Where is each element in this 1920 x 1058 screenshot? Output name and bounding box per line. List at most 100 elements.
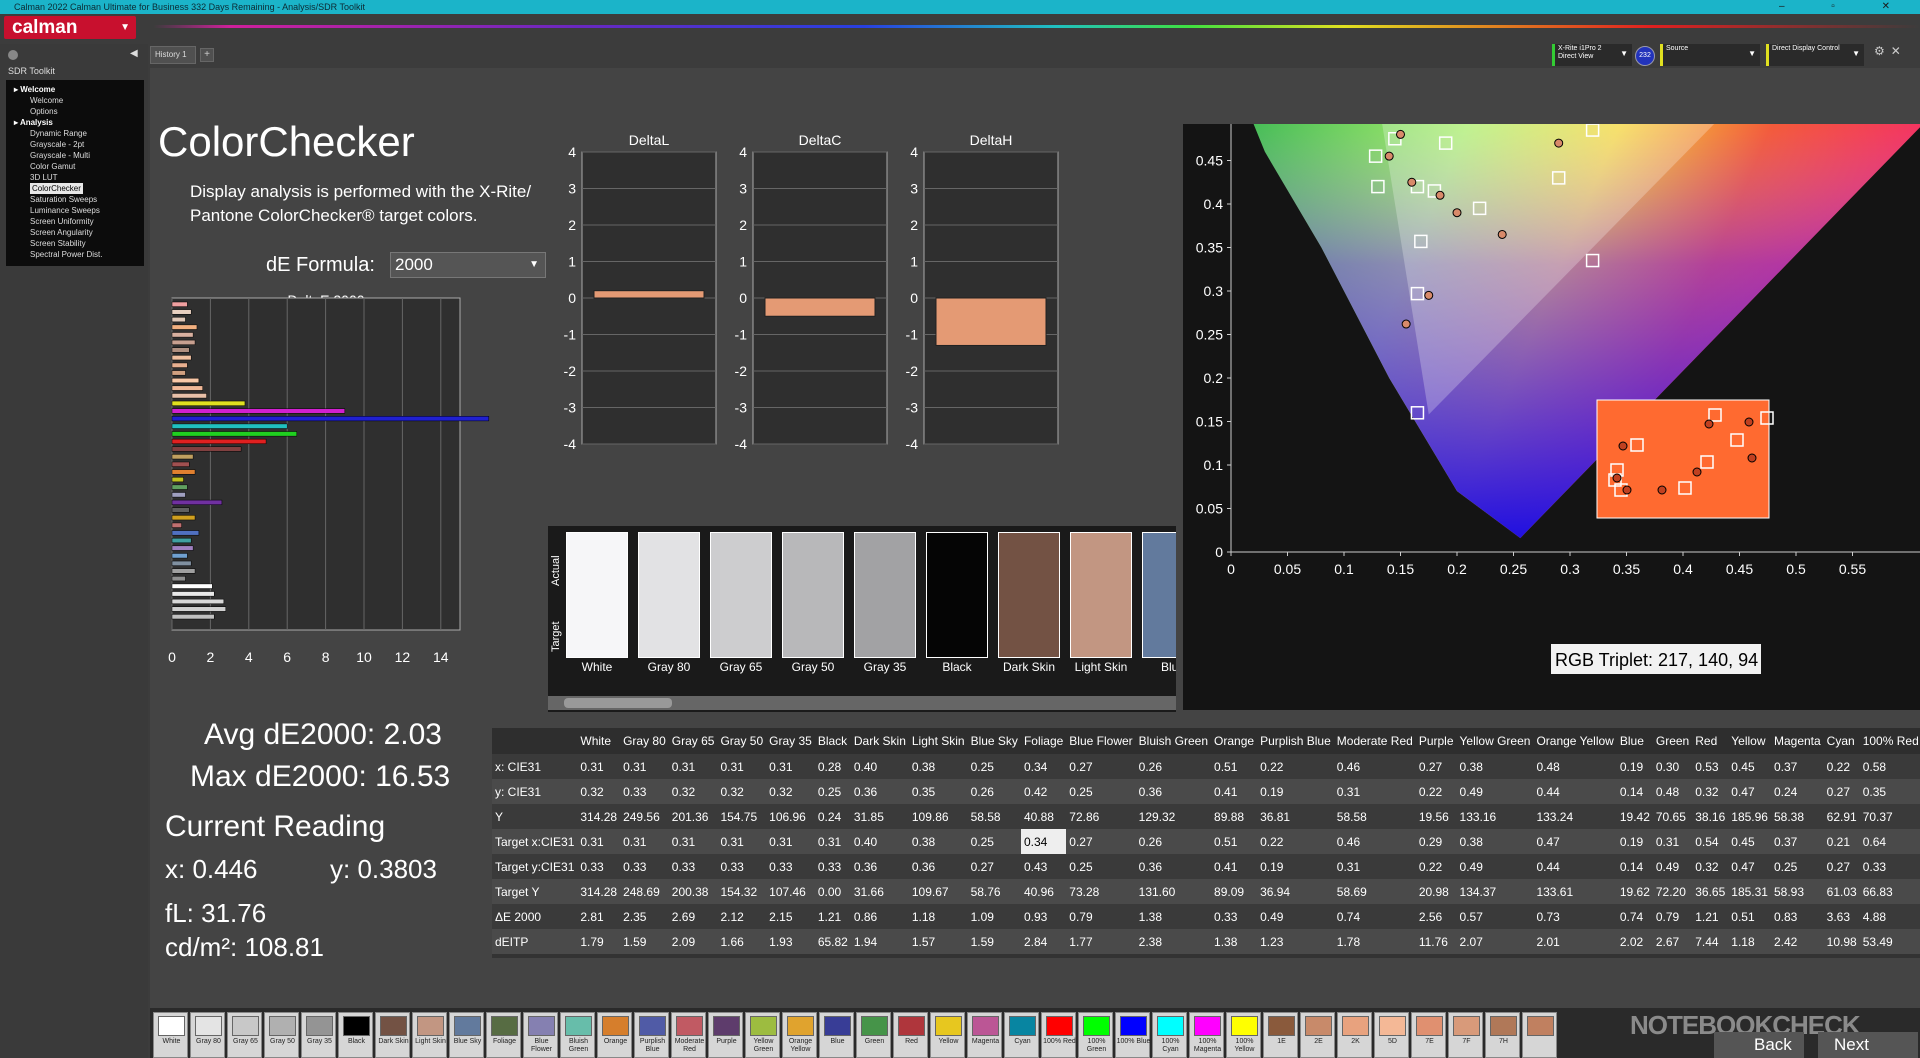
table-cell[interactable]: 133.61 bbox=[1536, 884, 1574, 899]
table-cell[interactable]: 0.24 bbox=[817, 809, 842, 824]
table-cell[interactable]: 0.22 bbox=[1260, 759, 1284, 774]
table-cell[interactable]: 70.65 bbox=[1655, 809, 1686, 824]
close-icon[interactable]: ✕ bbox=[1890, 44, 1907, 58]
scrollbar-thumb[interactable] bbox=[564, 698, 672, 708]
table-cell[interactable]: 0.25 bbox=[1069, 859, 1093, 874]
table-cell[interactable]: 36.94 bbox=[1260, 884, 1291, 899]
table-cell[interactable]: 0.93 bbox=[1023, 909, 1048, 924]
table-cell[interactable]: 0.47 bbox=[1536, 834, 1560, 849]
table-cell[interactable]: 0.37 bbox=[1773, 759, 1798, 774]
tree-item[interactable]: Color Gamut bbox=[14, 161, 144, 172]
swatch-button[interactable]: Dark Skin bbox=[375, 1012, 410, 1058]
table-cell[interactable]: 40.88 bbox=[1023, 809, 1054, 824]
table-cell[interactable]: 1.59 bbox=[970, 934, 994, 949]
table-cell[interactable]: 109.86 bbox=[911, 809, 949, 824]
table-cell[interactable]: 0.79 bbox=[1655, 909, 1680, 924]
table-cell[interactable]: 0.32 bbox=[1695, 859, 1719, 874]
table-cell[interactable]: 1.21 bbox=[817, 909, 842, 924]
tree-item[interactable]: 3D LUT bbox=[14, 172, 144, 183]
swatch-button[interactable]: 100% Blue bbox=[1115, 1012, 1150, 1058]
table-cell[interactable]: 2.42 bbox=[1773, 934, 1798, 949]
table-cell[interactable]: 0.14 bbox=[1619, 784, 1644, 799]
swatch-button[interactable]: 5D bbox=[1374, 1012, 1409, 1058]
table-cell[interactable]: 314.28 bbox=[580, 884, 618, 899]
table-cell[interactable]: 0.79 bbox=[1069, 909, 1093, 924]
tree-item[interactable]: Grayscale - Multi bbox=[14, 150, 144, 161]
table-cell[interactable]: 109.67 bbox=[911, 884, 949, 899]
table-cell[interactable]: 0.14 bbox=[1619, 859, 1644, 874]
meter-badge[interactable]: 232 bbox=[1635, 46, 1655, 66]
table-cell[interactable]: 154.32 bbox=[720, 884, 758, 899]
table-cell[interactable]: 0.37 bbox=[1773, 834, 1798, 849]
table-cell[interactable]: 0.21 bbox=[1826, 834, 1851, 849]
tree-item[interactable]: Welcome bbox=[14, 95, 144, 106]
table-cell[interactable]: y: CIE31 bbox=[495, 784, 542, 799]
color-patch[interactable] bbox=[1142, 532, 1176, 658]
swatch-button[interactable]: Yellow Green bbox=[745, 1012, 780, 1058]
table-cell[interactable]: 248.69 bbox=[623, 884, 660, 899]
table-cell[interactable]: 0.38 bbox=[911, 759, 936, 774]
table-cell[interactable]: 0.47 bbox=[1731, 784, 1755, 799]
table-cell[interactable]: 0.49 bbox=[1459, 784, 1483, 799]
table-cell[interactable]: 61.03 bbox=[1826, 884, 1857, 899]
table-cell[interactable]: 0.51 bbox=[1214, 834, 1238, 849]
table-cell[interactable]: 133.16 bbox=[1459, 809, 1497, 824]
table-cell[interactable]: 200.38 bbox=[671, 884, 709, 899]
table-cell[interactable]: 2.69 bbox=[671, 909, 696, 924]
table-cell[interactable]: 19.42 bbox=[1619, 809, 1650, 824]
table-cell[interactable]: ΔE 2000 bbox=[495, 909, 542, 924]
table-cell[interactable]: 72.20 bbox=[1655, 884, 1686, 899]
table-cell[interactable]: 73.28 bbox=[1069, 884, 1100, 899]
color-patch[interactable] bbox=[1070, 532, 1132, 658]
tree-item[interactable]: Dynamic Range bbox=[14, 128, 144, 139]
table-cell[interactable]: 1.38 bbox=[1138, 909, 1163, 924]
table-cell[interactable]: 0.58 bbox=[1862, 759, 1887, 774]
table-cell[interactable]: 89.09 bbox=[1214, 884, 1245, 899]
table-cell[interactable]: 38.16 bbox=[1695, 809, 1726, 824]
table-cell[interactable]: 31.85 bbox=[853, 809, 884, 824]
table-cell[interactable]: 1.78 bbox=[1336, 934, 1361, 949]
table-cell[interactable]: 1.09 bbox=[970, 909, 994, 924]
table-cell[interactable]: 0.36 bbox=[1138, 859, 1163, 874]
swatch-button[interactable]: 7E bbox=[1411, 1012, 1446, 1058]
swatch-button[interactable]: Gray 35 bbox=[301, 1012, 336, 1058]
color-patch[interactable] bbox=[566, 532, 628, 658]
color-patch[interactable] bbox=[710, 532, 772, 658]
table-cell[interactable]: 1.66 bbox=[720, 934, 744, 949]
table-cell[interactable]: Target y:CIE31 bbox=[495, 859, 575, 874]
table-cell[interactable]: 2.84 bbox=[1023, 934, 1048, 949]
table-cell[interactable]: 2.56 bbox=[1418, 909, 1443, 924]
color-patch[interactable] bbox=[854, 532, 916, 658]
table-cell[interactable]: 0.31 bbox=[623, 759, 647, 774]
table-cell[interactable]: 19.62 bbox=[1619, 884, 1650, 899]
table-cell[interactable]: 0.31 bbox=[671, 759, 696, 774]
table-cell[interactable]: 1.77 bbox=[1069, 934, 1093, 949]
table-cell[interactable]: 0.31 bbox=[769, 759, 793, 774]
table-cell[interactable]: 0.44 bbox=[1536, 859, 1560, 874]
table-cell[interactable]: 0.57 bbox=[1459, 909, 1483, 924]
swatch-button[interactable]: Orange bbox=[597, 1012, 632, 1058]
swatch-button[interactable]: Bluish Green bbox=[560, 1012, 595, 1058]
table-cell[interactable]: 0.48 bbox=[1536, 759, 1560, 774]
table-cell[interactable]: 0.35 bbox=[911, 784, 936, 799]
table-cell[interactable]: 19.56 bbox=[1418, 809, 1449, 824]
table-cell[interactable]: 0.33 bbox=[1862, 859, 1887, 874]
table-cell[interactable]: 0.25 bbox=[970, 834, 994, 849]
table-cell[interactable]: 31.66 bbox=[853, 884, 884, 899]
swatch-button[interactable]: Orange Yellow bbox=[782, 1012, 817, 1058]
tree-item[interactable]: Saturation Sweeps bbox=[14, 194, 144, 205]
table-cell[interactable]: 0.41 bbox=[1214, 784, 1238, 799]
table-cell[interactable]: 0.40 bbox=[853, 834, 878, 849]
table-cell[interactable]: 0.22 bbox=[1826, 759, 1851, 774]
table-cell[interactable]: 0.30 bbox=[1655, 759, 1680, 774]
calman-logo-button[interactable]: calman ▼ bbox=[4, 16, 136, 39]
table-cell[interactable]: 62.91 bbox=[1826, 809, 1857, 824]
swatch-button[interactable]: Gray 80 bbox=[190, 1012, 225, 1058]
swatch-button[interactable]: Purplish Blue bbox=[634, 1012, 669, 1058]
swatch-button[interactable]: Red bbox=[893, 1012, 928, 1058]
table-cell[interactable]: 1.94 bbox=[853, 934, 878, 949]
table-cell[interactable]: 0.31 bbox=[720, 834, 744, 849]
table-cell[interactable]: 1.79 bbox=[580, 934, 604, 949]
table-cell[interactable]: 0.32 bbox=[720, 784, 744, 799]
table-cell[interactable]: x: CIE31 bbox=[495, 759, 542, 774]
